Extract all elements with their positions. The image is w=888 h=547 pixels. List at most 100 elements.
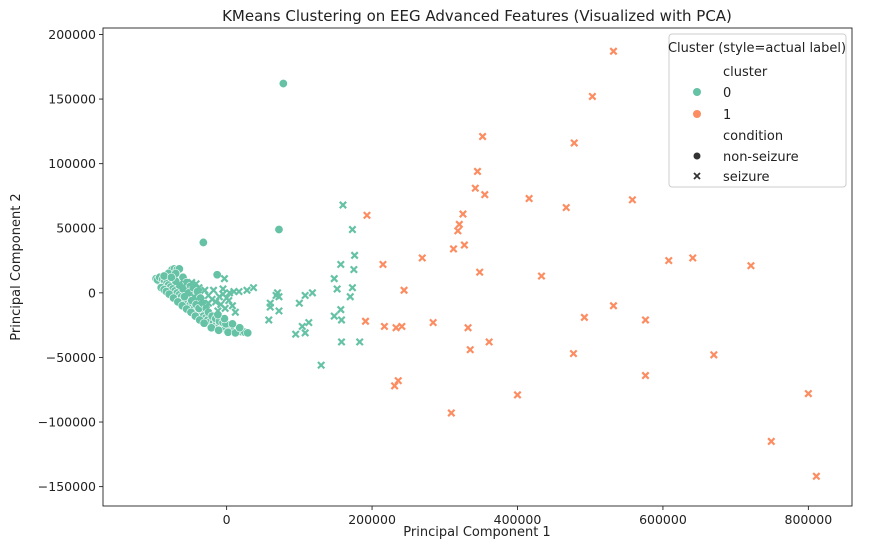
data-point-cluster-1-seizure [400,286,409,295]
data-point-cluster-1-seizure [464,323,473,332]
data-point-cluster-0-seizure [349,265,358,274]
data-point-cluster-1-seizure [458,210,467,219]
data-point-cluster-0-seizure [228,301,237,310]
data-point-cluster-1-seizure [525,194,534,203]
data-point-cluster-0-seizure [225,288,234,297]
data-point-cluster-1-seizure [664,256,673,265]
data-point-cluster-0-non-seizure [166,272,176,282]
data-point-cluster-1-seizure [562,203,571,212]
y-axis-label: Principal Component 2 [9,193,24,340]
data-point-cluster-1-seizure [362,211,371,220]
data-point-cluster-0-seizure [213,306,222,315]
legend: Cluster (style=actual label) cluster 0 1… [668,33,847,188]
data-point-cluster-1-seizure [478,132,487,141]
data-point-cluster-0-seizure [219,284,227,293]
legend-title: Cluster (style=actual label) [668,41,846,56]
data-point-cluster-0-seizure [336,260,345,269]
data-point-cluster-0-seizure [337,315,346,324]
legend-hue-title: cluster [723,65,768,80]
data-point-cluster-1-seizure [378,260,387,269]
data-point-cluster-1-seizure [453,226,462,235]
y-tick-label: −100000 [38,415,96,430]
plot-frame [102,27,853,507]
data-point-cluster-0-non-seizure [274,225,284,235]
legend-label-seizure: seizure [723,170,770,185]
data-point-cluster-0-seizure [308,288,317,297]
data-point-cluster-0-non-seizure [219,314,229,324]
x-axis-ticks: 0 200000 400000 600000 800000 [223,506,833,527]
data-point-cluster-0-seizure [333,284,342,293]
data-point-cluster-1-seizure [688,253,697,262]
data-point-cluster-1-seizure [746,261,755,270]
data-point-cluster-0-seizure [348,225,357,234]
y-tick-label: 0 [88,285,96,300]
data-point-cluster-1-seizure [397,322,406,331]
data-point-cluster-0-non-seizure [159,271,169,281]
data-point-cluster-1-seizure [475,268,484,277]
data-point-cluster-1-seizure [485,337,494,346]
data-point-cluster-0-seizure [182,288,191,297]
data-point-cluster-1-seizure [466,345,475,354]
data-point-cluster-0-seizure [211,297,220,306]
data-point-cluster-0-seizure [243,286,251,295]
points-layer [151,47,821,481]
data-point-cluster-1-seizure [429,318,438,327]
x-tick-label: 800000 [785,512,833,527]
x-tick-label: 200000 [348,512,396,527]
data-point-cluster-0-seizure [330,274,339,283]
data-point-cluster-1-seizure [471,184,480,193]
data-point-cluster-0-seizure [301,328,310,337]
data-point-cluster-0-seizure [221,304,230,313]
data-point-cluster-0-non-seizure [214,325,224,335]
data-point-cluster-0-seizure [195,283,203,292]
data-point-cluster-1-seizure [588,92,597,101]
data-point-cluster-0-seizure [291,330,300,339]
data-point-cluster-1-seizure [767,437,776,446]
legend-style-title: condition [723,129,783,144]
data-point-cluster-1-seizure [709,350,718,359]
legend-label-cluster-0: 0 [723,86,731,101]
x-tick-label: 400000 [494,512,542,527]
data-point-cluster-0-seizure [317,361,326,370]
y-tick-label: 150000 [48,92,96,107]
data-point-cluster-1-seizure [418,253,427,262]
data-point-cluster-0-seizure [295,299,304,308]
data-point-cluster-1-seizure [473,167,482,176]
data-point-cluster-0-non-seizure [227,319,237,329]
x-tick-label: 0 [223,512,231,527]
y-tick-label: −50000 [46,350,96,365]
data-point-cluster-0-seizure [197,296,206,305]
data-point-cluster-0-seizure [175,279,184,288]
data-point-cluster-0-seizure [204,299,213,308]
data-point-cluster-1-seizure [569,349,578,358]
x-tick-label: 600000 [639,512,687,527]
data-point-cluster-1-seizure [380,322,389,331]
data-point-cluster-0-seizure [338,201,347,209]
data-point-cluster-0-seizure [220,274,229,283]
data-point-cluster-0-seizure [272,291,281,300]
data-point-cluster-0-seizure [264,315,273,324]
data-point-cluster-1-seizure [537,272,546,281]
legend-label-cluster-1: 1 [723,108,731,123]
data-point-cluster-0-seizure [249,283,258,292]
data-point-cluster-0-non-seizure [235,323,245,333]
data-point-cluster-0-seizure [348,283,357,292]
data-point-cluster-1-seizure [609,301,618,310]
data-point-cluster-1-seizure [641,371,650,380]
legend-marker-cluster-1 [693,110,701,118]
data-point-cluster-1-seizure [449,244,458,253]
data-point-cluster-1-seizure [361,317,370,326]
data-point-cluster-1-seizure [609,47,618,56]
data-point-cluster-0-seizure [304,318,313,327]
data-point-cluster-0-non-seizure [179,292,189,302]
chart-title: KMeans Clustering on EEG Advanced Featur… [222,7,732,25]
data-point-cluster-0-seizure [336,305,345,314]
data-point-cluster-0-seizure [330,312,339,321]
y-tick-label: 100000 [48,156,96,171]
data-point-cluster-1-seizure [480,190,489,199]
data-point-cluster-1-seizure [447,409,456,417]
legend-marker-cluster-0 [693,88,701,96]
data-point-cluster-0-seizure [189,292,198,301]
data-point-cluster-1-seizure [455,220,464,229]
